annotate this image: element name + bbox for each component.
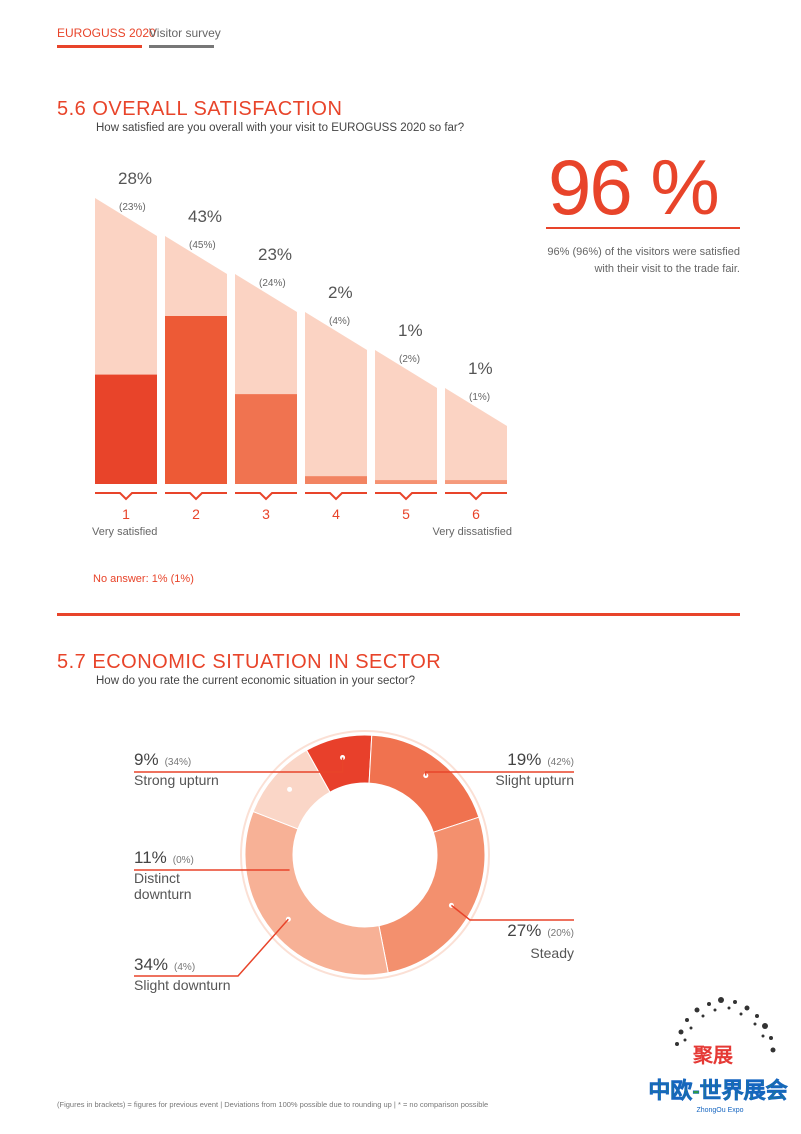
x-tick-label-4: 4 [332, 506, 340, 522]
donut-value-1: 9% [134, 750, 159, 769]
donut-value-label-4: 34% (4%) [134, 955, 195, 974]
bar-previous-label-1: (23%) [119, 202, 146, 213]
header-brand-underline [57, 45, 142, 48]
bar-bracket-5 [375, 492, 437, 501]
donut-pointer-dot-5 [287, 786, 293, 792]
bar-value-label-6: 1% [468, 359, 493, 378]
header-brand: EUROGUSS 2020 [57, 26, 156, 40]
donut-previous-4: (4%) [174, 962, 195, 973]
bar-previous-label-2: (45%) [189, 240, 216, 251]
bar-3 [235, 394, 297, 484]
donut-category-label-3: Steady [530, 945, 574, 961]
bar-value-label-2: 43% [188, 207, 222, 226]
logo-glyph-sub: ZhongOu Expo [696, 1107, 743, 1114]
donut-value-label-2: 19% (42%) [507, 750, 574, 769]
bar-background-4 [305, 312, 367, 484]
bar-1 [95, 374, 157, 484]
bar-previous-label-5: (2%) [399, 354, 420, 365]
donut-slice-3 [378, 816, 486, 974]
donut-outer-ring [240, 730, 490, 980]
economic-donut-chart: 9% (34%) Strong upturn 19% (42%) Slight uptur… [134, 730, 574, 993]
big-percentage-text: 96% (96%) of the visitors were satisfied… [520, 244, 740, 278]
bar-value-label-5: 1% [398, 321, 423, 340]
donut-previous-5: (0%) [173, 855, 194, 866]
bar-6 [445, 480, 507, 484]
x-tick-label-6: 6 [472, 506, 480, 522]
bar-background-6 [445, 388, 507, 484]
donut-category-label-5-1: Distinct [134, 870, 180, 886]
x-tick-label-2: 2 [192, 506, 200, 522]
logo-glyph-top: 聚展 [692, 1044, 733, 1067]
x-tick-label-1: 1 [122, 506, 130, 522]
bar-previous-label-3: (24%) [259, 278, 286, 289]
section-57-question: How do you rate the current economic sit… [96, 675, 415, 687]
big-text-line2: with their visit to the trade fair. [594, 263, 740, 275]
donut-value-2: 19% [507, 750, 541, 769]
bar-previous-label-6: (1%) [469, 392, 490, 403]
bar-2 [165, 316, 227, 484]
section-57-title: 5.7 ECONOMIC SITUATION IN SECTOR [57, 651, 442, 673]
footnote: (Figures in brackets) = figures for prev… [57, 1100, 489, 1109]
scale-right-label: Very dissatisfied [433, 526, 512, 538]
donut-value-3: 27% [507, 921, 541, 940]
donut-slice-4 [244, 810, 389, 976]
donut-value-label-3: 27% (20%) [507, 921, 574, 940]
donut-previous-3: (20%) [547, 928, 574, 939]
header-section: Visitor survey [149, 26, 221, 40]
bar-value-label-1: 28% [118, 169, 152, 188]
logo-glyph-main: 中欧-世界展会 [648, 1078, 787, 1103]
bar-5 [375, 480, 437, 484]
bar-value-label-3: 23% [258, 245, 292, 264]
donut-value-5: 11% [134, 848, 167, 867]
x-tick-label-3: 3 [262, 506, 270, 522]
donut-pointer-dot-1 [340, 755, 346, 761]
donut-category-label-5-2: downturn [134, 886, 192, 902]
section-divider [57, 613, 740, 616]
bar-previous-label-4: (4%) [329, 316, 350, 327]
big-percentage: 96 % [548, 143, 720, 231]
bar-4 [305, 476, 367, 484]
bar-background-5 [375, 350, 437, 484]
donut-leader-line-4 [134, 918, 289, 977]
bar-bracket-2 [165, 492, 227, 501]
donut-leader-line-3 [450, 904, 574, 921]
x-tick-label-5: 5 [402, 506, 410, 522]
big-percentage-underline [546, 227, 740, 229]
bar-bracket-1 [95, 492, 157, 501]
section-56-question: How satisfied are you overall with your … [96, 122, 465, 134]
donut-previous-2: (42%) [547, 757, 574, 768]
donut-previous-1: (34%) [165, 757, 192, 768]
watermark-logo: 聚展 中欧-世界展会 ZhongOu Expo [648, 997, 788, 1114]
bar-bracket-3 [235, 492, 297, 501]
donut-category-label-2: Slight upturn [495, 772, 574, 788]
satisfaction-bar-chart: 28% (23%) 1 43% (45%) 2 23% (24%) 3 2% (4%) 4 1% (2%)… [92, 169, 512, 538]
no-answer-note: No answer: 1% (1%) [93, 573, 194, 585]
header-section-underline [149, 45, 214, 48]
donut-value-label-1: 9% (34%) [134, 750, 191, 769]
bar-bracket-4 [305, 492, 367, 501]
donut-leader-line-2 [425, 771, 574, 776]
big-text-line1: 96% (96%) of the visitors were satisfied [547, 246, 740, 258]
donut-value-4: 34% [134, 955, 168, 974]
bar-bracket-6 [445, 492, 507, 501]
logo-dots [675, 997, 776, 1053]
donut-category-label-1: Strong upturn [134, 772, 219, 788]
donut-leader-line-1 [134, 757, 344, 773]
section-56-title: 5.6 OVERALL SATISFACTION [57, 98, 343, 120]
scale-left-label: Very satisfied [92, 526, 157, 538]
donut-slice-2 [368, 734, 480, 833]
donut-value-label-5: 11% (0%) [134, 848, 194, 867]
donut-category-label-4: Slight downturn [134, 977, 231, 993]
bar-value-label-4: 2% [328, 283, 353, 302]
